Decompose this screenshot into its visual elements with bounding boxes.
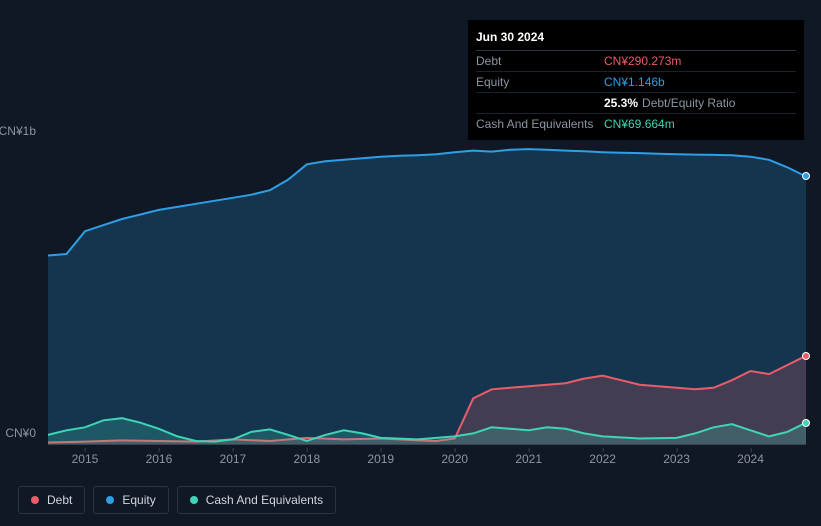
tooltip-value: CN¥1.146b — [604, 75, 665, 89]
end-marker-equity — [802, 172, 810, 180]
legend-label: Debt — [47, 493, 72, 507]
legend-item-debt[interactable]: Debt — [18, 486, 85, 514]
chart-legend: Debt Equity Cash And Equivalents — [18, 486, 336, 514]
x-tick: 2023 — [663, 452, 690, 466]
legend-item-cash[interactable]: Cash And Equivalents — [177, 486, 336, 514]
x-tick: 2018 — [293, 452, 320, 466]
x-tick: 2015 — [72, 452, 99, 466]
x-tick: 2021 — [515, 452, 542, 466]
y-axis-label-top: CN¥1b — [0, 124, 36, 138]
tooltip-label — [476, 96, 604, 110]
tooltip-row-cash: Cash And Equivalents CN¥69.664m — [476, 114, 796, 134]
y-axis-label-bottom: CN¥0 — [0, 426, 36, 440]
ratio-txt: Debt/Equity Ratio — [642, 96, 735, 110]
legend-dot — [106, 496, 114, 504]
x-tick: 2020 — [441, 452, 468, 466]
x-tick: 2019 — [367, 452, 394, 466]
end-marker-cash — [802, 419, 810, 427]
tooltip-value: CN¥290.273m — [604, 54, 681, 68]
x-tick: 2024 — [737, 452, 764, 466]
legend-item-equity[interactable]: Equity — [93, 486, 168, 514]
tooltip-row-debt: Debt CN¥290.273m — [476, 51, 796, 72]
legend-label: Equity — [122, 493, 155, 507]
tooltip-row-ratio: 25.3% Debt/Equity Ratio — [476, 93, 796, 114]
x-tick: 2016 — [146, 452, 173, 466]
tooltip-value: CN¥69.664m — [604, 117, 675, 131]
tooltip-ratio: 25.3% Debt/Equity Ratio — [604, 96, 735, 110]
chart-tooltip: Jun 30 2024 Debt CN¥290.273m Equity CN¥1… — [468, 20, 804, 140]
tooltip-row-equity: Equity CN¥1.146b — [476, 72, 796, 93]
end-marker-debt — [802, 352, 810, 360]
x-tick: 2017 — [220, 452, 247, 466]
legend-label: Cash And Equivalents — [206, 493, 323, 507]
legend-dot — [31, 496, 39, 504]
x-axis: 2015 2016 2017 2018 2019 2020 2021 2022 2023 2024 — [48, 444, 806, 468]
tooltip-label: Equity — [476, 75, 604, 89]
tooltip-label: Cash And Equivalents — [476, 117, 604, 131]
x-tick: 2022 — [589, 452, 616, 466]
legend-dot — [190, 496, 198, 504]
tooltip-label: Debt — [476, 54, 604, 68]
ratio-pct: 25.3% — [604, 96, 638, 110]
tooltip-date: Jun 30 2024 — [476, 26, 796, 51]
chart-plot — [48, 140, 806, 444]
